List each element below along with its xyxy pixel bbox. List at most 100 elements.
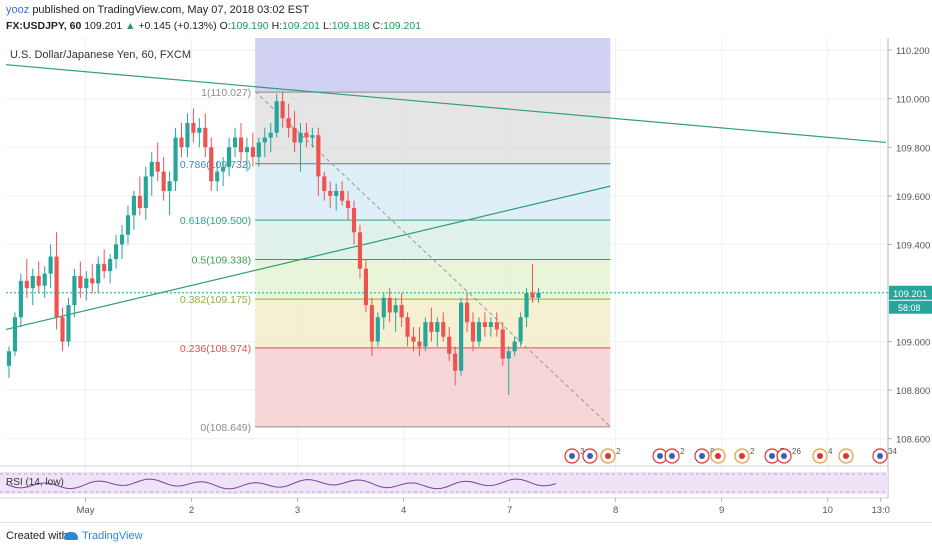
tradingview-logo[interactable]: TradingView — [64, 530, 143, 542]
candle-body — [209, 147, 214, 182]
candle-body — [137, 195, 142, 208]
chart-header: yooz published on TradingView.com, May 0… — [0, 0, 932, 38]
candle-body — [54, 256, 59, 318]
candle-body — [340, 191, 345, 201]
rsi-panel: RSI (14, low) — [0, 465, 888, 499]
x-tick-label: 3 — [295, 505, 300, 516]
candle-body — [72, 276, 77, 306]
x-tick-label: 7 — [507, 505, 512, 516]
rsi-label: RSI (14, low) — [6, 477, 64, 488]
candle-body — [36, 276, 41, 286]
y-tick-label: 109.600 — [896, 192, 930, 203]
economic-events[interactable]: 32282526434 — [564, 447, 897, 464]
publish-info: yooz published on TradingView.com, May 0… — [6, 4, 309, 16]
change-up-icon: ▲ — [125, 20, 136, 32]
candle-body — [286, 118, 291, 128]
price-axis[interactable]: 110.200 110.000 109.800 109.600 109.400 109.2… — [888, 46, 932, 446]
candle-body — [48, 256, 53, 274]
event-flag-icon — [781, 453, 787, 459]
candle-body — [459, 302, 464, 371]
x-tick-label: 4 — [401, 505, 406, 516]
fib-zone — [255, 163, 611, 221]
candle-body — [447, 336, 452, 354]
x-tick-label: 8 — [613, 505, 618, 516]
x-tick-label: 10 — [822, 505, 833, 516]
candle-body — [500, 329, 505, 359]
candle-body — [66, 305, 71, 342]
trendlines[interactable] — [5, 64, 887, 427]
countdown-label: 58:08 — [898, 303, 921, 313]
y-tick-label: 109.400 — [896, 240, 930, 251]
fib-zone-top — [255, 38, 611, 93]
candle-body — [304, 132, 309, 138]
event-flag-icon — [605, 453, 611, 459]
price-chart[interactable]: 1(110.027) 0.786(109.732) 0.618(109.500) 0.… — [0, 38, 932, 522]
x-tick-label: 13:0 — [871, 505, 890, 516]
candle-body — [482, 322, 487, 327]
candle-body — [197, 127, 202, 133]
candle-body — [119, 234, 125, 245]
candle-body — [125, 215, 131, 235]
candle-body — [113, 244, 119, 259]
event-count: 2 — [750, 447, 755, 456]
event-flag-icon — [843, 453, 849, 459]
candle-body — [518, 317, 523, 342]
x-tick-label: 9 — [719, 505, 724, 516]
close-value: 109.201 — [383, 20, 422, 32]
y-tick-label: 109.000 — [896, 338, 930, 349]
candle-body — [357, 232, 363, 269]
candle-body — [393, 305, 398, 313]
fib-level-label: 0.618(109.500) — [180, 215, 251, 227]
candle-body — [256, 142, 261, 157]
fib-level-label: 0.786(109.732) — [180, 159, 251, 171]
fibonacci-retracement[interactable]: 1(110.027) 0.786(109.732) 0.618(109.500) 0.… — [180, 38, 611, 434]
candle-body — [203, 127, 208, 148]
candle-body — [161, 171, 166, 191]
candle-body — [96, 263, 101, 284]
author-link[interactable]: yooz — [6, 4, 30, 16]
event-count: 3 — [580, 447, 585, 456]
candle-body — [423, 322, 428, 347]
time-axis[interactable]: May 2 3 4 7 8 9 10 13:0 — [77, 498, 890, 516]
candle-body — [42, 273, 47, 286]
y-tick-label: 108.800 — [896, 386, 930, 397]
trendline — [5, 185, 611, 331]
high-value: 109.201 — [282, 20, 321, 32]
candle-body — [345, 200, 351, 208]
candle-body — [524, 293, 529, 318]
candle-body — [464, 302, 470, 323]
event-flag-icon — [669, 453, 675, 459]
candle-body — [363, 268, 369, 306]
close-label: C: — [372, 20, 384, 32]
event-count: 2 — [616, 447, 621, 456]
candle-body — [316, 135, 321, 177]
fib-level-label: 1(110.027) — [201, 87, 251, 99]
candle-body — [250, 147, 255, 157]
candle-body — [6, 351, 12, 366]
candle-body — [30, 276, 35, 289]
candle-body — [90, 278, 95, 284]
candle-body — [191, 123, 196, 133]
x-tick-label: May — [77, 505, 95, 516]
candle-body — [143, 176, 148, 208]
candle-body — [108, 259, 113, 272]
candle-body — [274, 101, 279, 133]
rsi-line — [5, 478, 557, 490]
candle-body — [334, 191, 339, 196]
rsi-band — [0, 472, 888, 494]
fib-zone — [255, 347, 611, 427]
fib-zone — [255, 92, 611, 164]
candlestick-series — [6, 91, 888, 395]
event-flag-icon — [877, 453, 883, 459]
candle-body — [530, 293, 535, 298]
candle-body — [292, 127, 297, 143]
publish-text: published on TradingView.com, May 07, 20… — [32, 4, 310, 16]
tradingview-brand: TradingView — [82, 530, 143, 542]
created-with-label: Created with — [6, 530, 68, 542]
candle-body — [244, 147, 250, 153]
event-flag-icon — [699, 453, 705, 459]
candle-body — [351, 208, 357, 233]
tradingview-cloud-icon — [64, 532, 78, 541]
event-flag-icon — [569, 453, 575, 459]
candle-body — [476, 322, 482, 342]
